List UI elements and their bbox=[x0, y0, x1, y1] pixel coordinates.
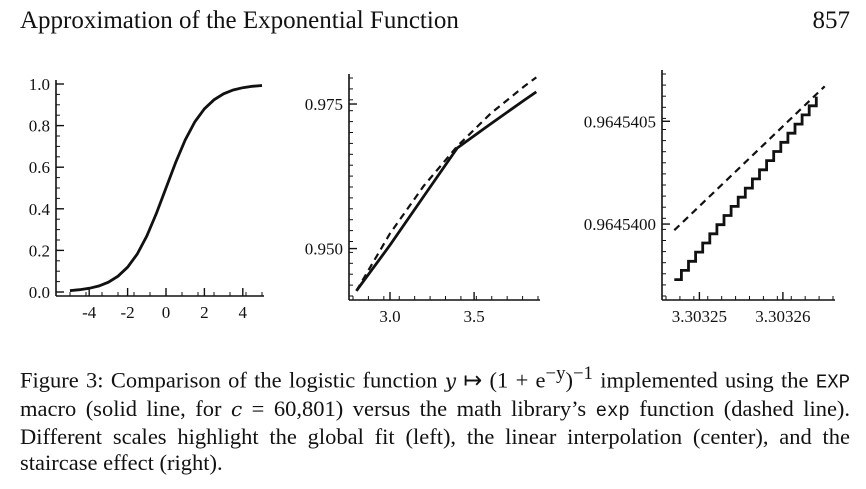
caption-macro: EXP bbox=[815, 371, 851, 394]
x-tick-label: 3.0 bbox=[379, 307, 400, 326]
chart-panel-staircase: 0.9645400 0.9645405 3.30325 3.30326 bbox=[584, 70, 835, 326]
y-tick-label: 0.2 bbox=[29, 241, 50, 260]
x-tick-label: 0 bbox=[162, 303, 171, 322]
caption-exp: −y bbox=[545, 363, 566, 384]
figure-3: 0.0 0.2 0.4 0.6 0.8 1.0 -4 -2 0 2 4 0.950 0.975 3.0 3… bbox=[29, 70, 835, 326]
caption-c-value: = 60,801) bbox=[251, 395, 344, 421]
caption-text-1: Comparison of the logistic function bbox=[110, 367, 438, 393]
x-tick-label: 3.30326 bbox=[755, 307, 810, 326]
caption-text-4: versus the math library’s bbox=[352, 395, 587, 421]
caption-text-5: function (dashed line). Different scales… bbox=[20, 395, 851, 475]
caption-mapsto: ↦ bbox=[463, 367, 483, 393]
y-tick-label: 0.0 bbox=[29, 283, 50, 302]
caption-text-2: implemented using the bbox=[600, 367, 809, 393]
caption-libfn: exp bbox=[595, 399, 630, 422]
y-tick-label: 0.6 bbox=[29, 158, 50, 177]
series-line-solid bbox=[674, 96, 818, 281]
figure-caption: Figure 3: Comparison of the logistic fun… bbox=[20, 361, 850, 476]
caption-close: ) bbox=[565, 367, 573, 393]
caption-label: Figure 3: bbox=[20, 367, 104, 393]
series-line-dashed bbox=[355, 76, 537, 292]
caption-var-y: y bbox=[444, 368, 457, 393]
y-tick-label: 0.8 bbox=[29, 117, 50, 136]
y-tick-label: 1.0 bbox=[29, 75, 50, 94]
chart-panel-center: 0.950 0.975 3.0 3.5 bbox=[305, 74, 540, 326]
page-number: 857 bbox=[812, 7, 851, 34]
y-tick-label: 0.975 bbox=[305, 95, 343, 114]
y-tick-label: 0.950 bbox=[305, 240, 343, 259]
x-tick-label: 4 bbox=[239, 303, 248, 322]
series-line-solid bbox=[355, 90, 538, 292]
x-tick-label: -2 bbox=[121, 303, 135, 322]
x-tick-label: -4 bbox=[82, 303, 97, 322]
x-tick-label: 3.30325 bbox=[672, 307, 727, 326]
page-header: Approximation of the Exponential Functio… bbox=[20, 4, 850, 38]
running-title: Approximation of the Exponential Functio… bbox=[20, 7, 459, 34]
caption-inv: −1 bbox=[572, 363, 593, 384]
y-tick-label: 0.4 bbox=[29, 200, 51, 219]
series-line-solid bbox=[69, 84, 263, 292]
x-tick-label: 3.5 bbox=[463, 307, 484, 326]
y-tick-label: 0.9645400 bbox=[584, 215, 656, 234]
caption-expr: (1 + e bbox=[489, 367, 546, 393]
caption-text-3: macro (solid line, for bbox=[20, 395, 222, 421]
x-tick-label: 2 bbox=[200, 303, 209, 322]
series-line-dashed bbox=[673, 85, 826, 231]
caption-var-c: c bbox=[230, 396, 243, 421]
y-tick-label: 0.9645405 bbox=[584, 112, 656, 131]
chart-panel-global: 0.0 0.2 0.4 0.6 0.8 1.0 -4 -2 0 2 4 bbox=[29, 75, 264, 322]
